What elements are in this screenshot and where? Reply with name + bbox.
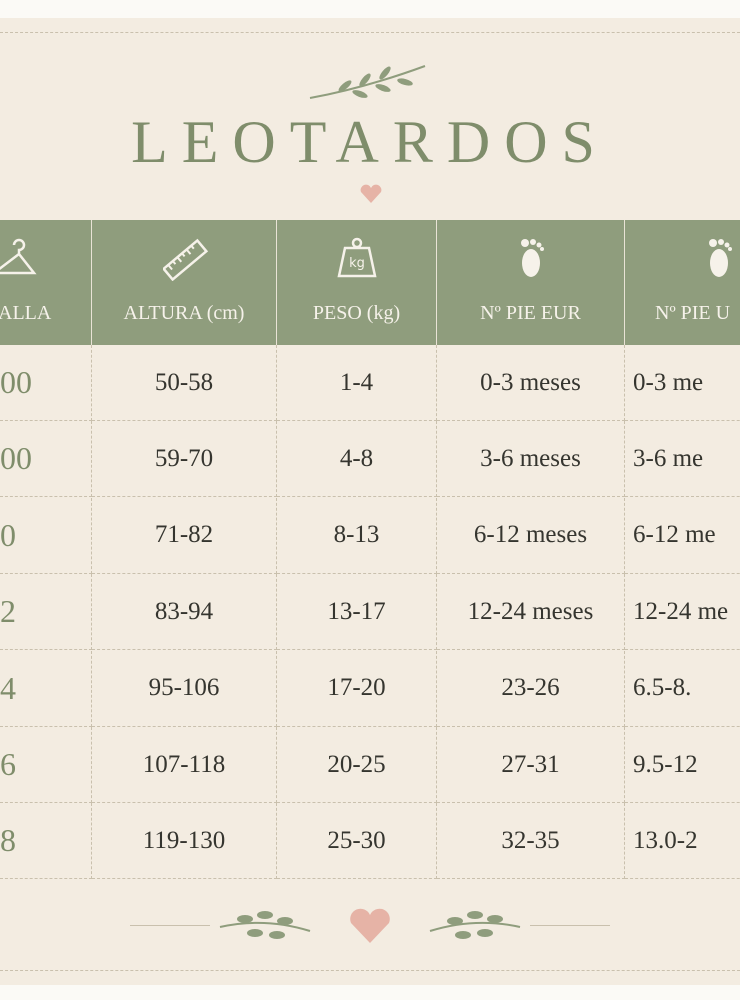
- panel: [0, 18, 740, 985]
- table-cell: 6.5-8.: [625, 651, 740, 727]
- table-cell: 17-20: [277, 650, 437, 727]
- table-cell: 107-118: [92, 727, 277, 803]
- table-cell: 00: [0, 345, 92, 421]
- table-cell: 6-12 meses: [437, 497, 625, 574]
- table-cell: 13-17: [277, 574, 437, 651]
- table-cell: 9.5-12: [625, 727, 740, 803]
- header-label: Nº PIE U: [655, 302, 731, 324]
- svg-text:kg: kg: [349, 256, 365, 271]
- column-header: ALLA: [0, 220, 92, 345]
- table-cell: 0-3 me: [625, 345, 740, 421]
- table-cell: 83-94: [92, 574, 277, 651]
- table-cell: 0: [0, 497, 92, 574]
- column-header: Nº PIE EUR: [437, 220, 625, 345]
- table-cell: 119-130: [92, 803, 277, 880]
- table-cell: 12-24 meses: [437, 574, 625, 651]
- heart: [360, 184, 382, 203]
- column-header: Nº PIE U: [625, 220, 740, 345]
- column-header: ALTURA (cm): [92, 220, 277, 345]
- table-cell: 71-82: [92, 497, 277, 574]
- leaf-ornament: [309, 65, 426, 99]
- border: [0, 32, 740, 33]
- header-label: PESO (kg): [312, 302, 401, 324]
- header-label: ALTURA (cm): [123, 302, 245, 324]
- title: LEOTARDOS: [131, 109, 609, 175]
- table-cell: 2: [0, 574, 92, 651]
- table-cell: 00: [0, 421, 92, 498]
- table-cell: 13.0-2: [625, 803, 740, 880]
- border: [0, 970, 740, 971]
- table-cell: 6: [0, 727, 92, 803]
- table-cell: 4: [0, 650, 92, 727]
- table-cell: 27-31: [437, 727, 625, 803]
- table-cell: 20-25: [277, 727, 437, 803]
- header-label: ALLA: [0, 302, 52, 324]
- rule: [130, 925, 210, 926]
- rule: [530, 925, 610, 926]
- table-cell: 0-3 meses: [437, 345, 625, 421]
- header-icon: kg: [337, 237, 377, 278]
- table-cell: 12-24 me: [625, 574, 740, 651]
- header-icon: [521, 239, 544, 277]
- header-icon: [162, 238, 208, 281]
- footer-ornament: [219, 908, 521, 943]
- table-cell: 8-13: [277, 497, 437, 574]
- header-icon: [709, 239, 732, 277]
- size-table: ALLA ALTURA (cm) PESO (kg) kg Nº PIE EUR Nº P…: [0, 220, 740, 880]
- table-cell: 8: [0, 803, 92, 880]
- table-cell: 23-26: [437, 650, 625, 727]
- table-cell: 6-12 me: [625, 498, 740, 574]
- table-cell: 59-70: [92, 421, 277, 498]
- table-cell: 32-35: [437, 803, 625, 880]
- table-cell: 3-6 meses: [437, 421, 625, 498]
- column-header: PESO (kg) kg: [277, 220, 437, 345]
- table-cell: 1-4: [277, 345, 437, 421]
- header-label: Nº PIE EUR: [480, 302, 581, 324]
- header-icon: [0, 238, 37, 275]
- table-cell: 4-8: [277, 421, 437, 498]
- table-cell: 95-106: [92, 650, 277, 727]
- table-cell: 25-30: [277, 803, 437, 880]
- table-cell: 3-6 me: [625, 421, 740, 498]
- table-cell: 50-58: [92, 345, 277, 421]
